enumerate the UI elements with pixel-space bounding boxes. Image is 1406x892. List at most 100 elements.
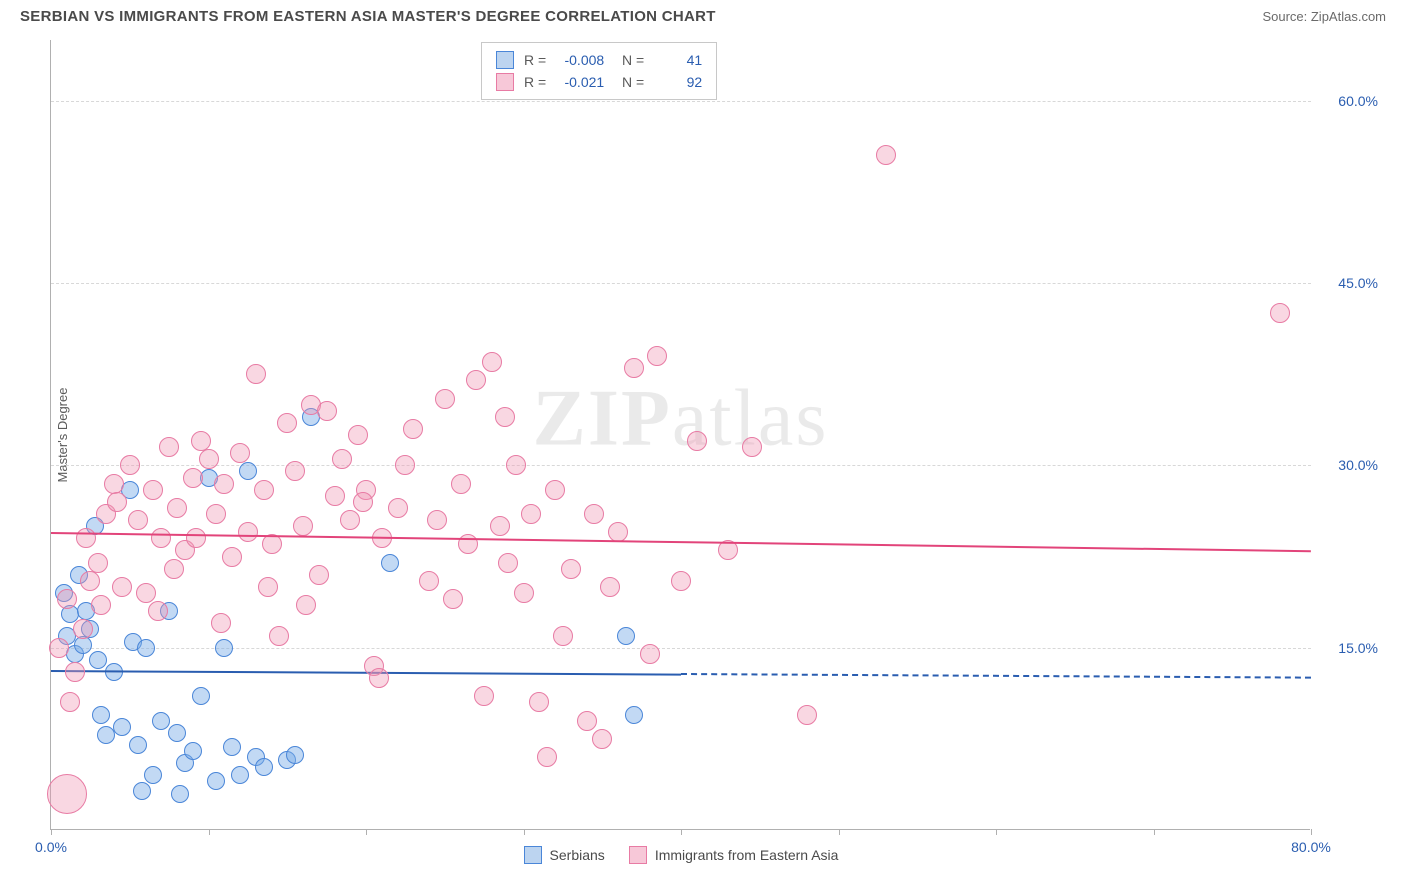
scatter-point: [49, 638, 69, 658]
scatter-point: [529, 692, 549, 712]
stat-r-label: R =: [524, 52, 546, 68]
scatter-point: [254, 480, 274, 500]
scatter-point: [592, 729, 612, 749]
scatter-point: [171, 785, 189, 803]
scatter-point: [214, 474, 234, 494]
scatter-point: [89, 651, 107, 669]
scatter-point: [553, 626, 573, 646]
stat-r-value: -0.021: [556, 74, 604, 90]
grid-line: [51, 283, 1311, 284]
scatter-point: [129, 736, 147, 754]
plot-area: ZIPatlas R =-0.008 N =41R =-0.021 N =92 …: [50, 40, 1310, 830]
scatter-point: [238, 522, 258, 542]
legend-swatch: [629, 846, 647, 864]
x-tick: [366, 829, 367, 835]
scatter-point: [167, 498, 187, 518]
scatter-point: [671, 571, 691, 591]
scatter-point: [137, 639, 155, 657]
scatter-point: [199, 449, 219, 469]
x-tick: [996, 829, 997, 835]
legend-label: Immigrants from Eastern Asia: [655, 847, 839, 863]
scatter-point: [143, 480, 163, 500]
scatter-point: [164, 559, 184, 579]
scatter-point: [537, 747, 557, 767]
scatter-point: [262, 534, 282, 554]
scatter-point: [466, 370, 486, 390]
stat-r-value: -0.008: [556, 52, 604, 68]
scatter-point: [332, 449, 352, 469]
scatter-point: [600, 577, 620, 597]
scatter-point: [317, 401, 337, 421]
watermark: ZIPatlas: [533, 373, 829, 464]
scatter-point: [65, 662, 85, 682]
y-tick-label: 30.0%: [1338, 457, 1378, 473]
y-tick-label: 45.0%: [1338, 275, 1378, 291]
scatter-point: [128, 510, 148, 530]
scatter-point: [369, 668, 389, 688]
scatter-point: [183, 468, 203, 488]
scatter-point: [191, 431, 211, 451]
x-tick: [1311, 829, 1312, 835]
scatter-point: [876, 145, 896, 165]
legend-stats-box: R =-0.008 N =41R =-0.021 N =92: [481, 42, 717, 100]
scatter-point: [309, 565, 329, 585]
scatter-point: [120, 455, 140, 475]
scatter-point: [403, 419, 423, 439]
scatter-point: [506, 455, 526, 475]
scatter-point: [348, 425, 368, 445]
scatter-point: [1270, 303, 1290, 323]
legend-swatch: [524, 846, 542, 864]
scatter-point: [168, 724, 186, 742]
legend-swatch: [496, 73, 514, 91]
scatter-point: [91, 595, 111, 615]
legend-stats-row: R =-0.021 N =92: [496, 71, 702, 93]
scatter-point: [625, 706, 643, 724]
grid-line: [51, 101, 1311, 102]
scatter-point: [192, 687, 210, 705]
scatter-point: [211, 613, 231, 633]
scatter-point: [640, 644, 660, 664]
scatter-point: [514, 583, 534, 603]
scatter-point: [293, 516, 313, 536]
scatter-point: [186, 528, 206, 548]
scatter-point: [258, 577, 278, 597]
scatter-point: [451, 474, 471, 494]
legend-bottom: Serbians Immigrants from Eastern Asia: [51, 846, 1311, 864]
legend-stats-row: R = -0.008 N = 41: [496, 49, 702, 71]
scatter-point: [92, 706, 110, 724]
x-tick: [839, 829, 840, 835]
scatter-point: [498, 553, 518, 573]
scatter-point: [152, 712, 170, 730]
scatter-point: [47, 774, 87, 814]
scatter-point: [647, 346, 667, 366]
x-tick: [524, 829, 525, 835]
scatter-point: [112, 577, 132, 597]
scatter-point: [797, 705, 817, 725]
x-tick: [209, 829, 210, 835]
scatter-point: [395, 455, 415, 475]
scatter-point: [624, 358, 644, 378]
chart-title: SERBIAN VS IMMIGRANTS FROM EASTERN ASIA …: [20, 8, 716, 25]
scatter-point: [207, 772, 225, 790]
stat-r-label: R =: [524, 74, 546, 90]
scatter-point: [584, 504, 604, 524]
scatter-point: [133, 782, 151, 800]
stat-n-label: N =: [614, 52, 644, 68]
scatter-point: [277, 413, 297, 433]
scatter-point: [230, 443, 250, 463]
x-tick: [1154, 829, 1155, 835]
legend-label: Serbians: [550, 847, 605, 863]
y-tick-label: 60.0%: [1338, 93, 1378, 109]
scatter-point: [545, 480, 565, 500]
scatter-point: [388, 498, 408, 518]
scatter-point: [687, 431, 707, 451]
legend-item: Serbians: [524, 846, 605, 864]
scatter-point: [577, 711, 597, 731]
scatter-point: [482, 352, 502, 372]
stat-n-value: 41: [654, 52, 702, 68]
scatter-point: [490, 516, 510, 536]
scatter-point: [427, 510, 447, 530]
scatter-point: [88, 553, 108, 573]
scatter-point: [443, 589, 463, 609]
scatter-point: [151, 528, 171, 548]
